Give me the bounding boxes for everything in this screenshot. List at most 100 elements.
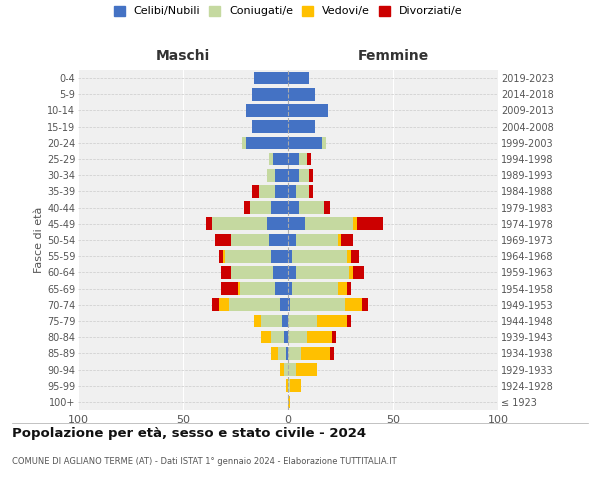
Bar <box>274 266 288 278</box>
Bar <box>288 282 292 295</box>
Bar <box>269 234 288 246</box>
Text: Maschi: Maschi <box>156 48 210 62</box>
Bar <box>212 218 267 230</box>
Bar <box>253 185 259 198</box>
Bar <box>271 202 288 214</box>
Bar <box>309 185 313 198</box>
Text: Popolazione per età, sesso e stato civile - 2024: Popolazione per età, sesso e stato civil… <box>12 428 366 440</box>
Bar <box>275 169 288 181</box>
Bar <box>254 72 288 85</box>
Bar <box>218 250 223 262</box>
Bar <box>288 331 307 344</box>
Bar <box>309 169 313 181</box>
Bar <box>239 282 275 295</box>
Bar <box>288 152 299 166</box>
Bar <box>260 331 271 344</box>
Bar <box>288 234 296 246</box>
Bar <box>341 234 353 246</box>
Bar <box>246 104 288 117</box>
Bar <box>269 152 274 166</box>
Legend: Celibi/Nubili, Coniugati/e, Vedovi/e, Divorziati/e: Celibi/Nubili, Coniugati/e, Vedovi/e, Di… <box>113 6 463 16</box>
Bar <box>288 380 290 392</box>
Bar <box>288 120 316 133</box>
Bar <box>280 363 284 376</box>
Bar <box>288 104 328 117</box>
Bar <box>254 314 260 328</box>
Bar <box>338 282 347 295</box>
Bar <box>284 363 288 376</box>
Bar <box>296 363 317 376</box>
Bar <box>277 347 286 360</box>
Bar <box>290 380 301 392</box>
Bar <box>267 169 275 181</box>
Text: Femmine: Femmine <box>358 48 428 62</box>
Bar <box>322 136 326 149</box>
Y-axis label: Fasce di età: Fasce di età <box>34 207 44 273</box>
Bar <box>330 347 334 360</box>
Bar <box>301 347 330 360</box>
Bar <box>307 331 332 344</box>
Bar <box>299 202 324 214</box>
Bar <box>282 314 288 328</box>
Bar <box>288 136 322 149</box>
Bar <box>288 185 296 198</box>
Bar <box>347 314 351 328</box>
Bar <box>238 282 240 295</box>
Bar <box>221 266 232 278</box>
Bar <box>288 72 309 85</box>
Bar <box>345 298 362 311</box>
Bar <box>274 152 288 166</box>
Bar <box>288 250 292 262</box>
Bar <box>296 234 338 246</box>
Bar <box>361 298 368 311</box>
Bar <box>271 347 277 360</box>
Text: COMUNE DI AGLIANO TERME (AT) - Dati ISTAT 1° gennaio 2024 - Elaborazione TUTTITA: COMUNE DI AGLIANO TERME (AT) - Dati ISTA… <box>12 458 397 466</box>
Bar <box>292 250 347 262</box>
Bar <box>317 314 347 328</box>
Bar <box>271 250 288 262</box>
Bar <box>347 250 351 262</box>
Bar <box>288 202 299 214</box>
Bar <box>275 185 288 198</box>
Bar <box>244 202 250 214</box>
Bar <box>288 396 290 408</box>
Bar <box>275 282 288 295</box>
Bar <box>349 266 353 278</box>
Bar <box>288 363 296 376</box>
Bar <box>347 282 351 295</box>
Bar <box>305 218 353 230</box>
Bar <box>242 136 246 149</box>
Bar <box>307 152 311 166</box>
Bar <box>338 234 341 246</box>
Bar <box>288 298 290 311</box>
Bar <box>296 185 309 198</box>
Bar <box>358 218 383 230</box>
Bar <box>286 347 288 360</box>
Bar <box>288 347 301 360</box>
Bar <box>232 234 269 246</box>
Bar <box>353 218 358 230</box>
Bar <box>250 202 271 214</box>
Bar <box>221 282 238 295</box>
Bar <box>332 331 337 344</box>
Bar <box>290 298 345 311</box>
Bar <box>288 314 317 328</box>
Bar <box>267 218 288 230</box>
Bar <box>229 298 280 311</box>
Bar <box>288 169 299 181</box>
Bar <box>296 266 349 278</box>
Bar <box>252 120 288 133</box>
Bar <box>225 250 271 262</box>
Bar <box>292 282 338 295</box>
Bar <box>288 88 316 101</box>
Bar <box>286 380 288 392</box>
Bar <box>252 88 288 101</box>
Bar <box>288 218 305 230</box>
Bar <box>218 298 229 311</box>
Bar <box>299 152 307 166</box>
Bar <box>288 266 296 278</box>
Bar <box>353 266 364 278</box>
Bar <box>280 298 288 311</box>
Bar <box>212 298 218 311</box>
Bar <box>206 218 212 230</box>
